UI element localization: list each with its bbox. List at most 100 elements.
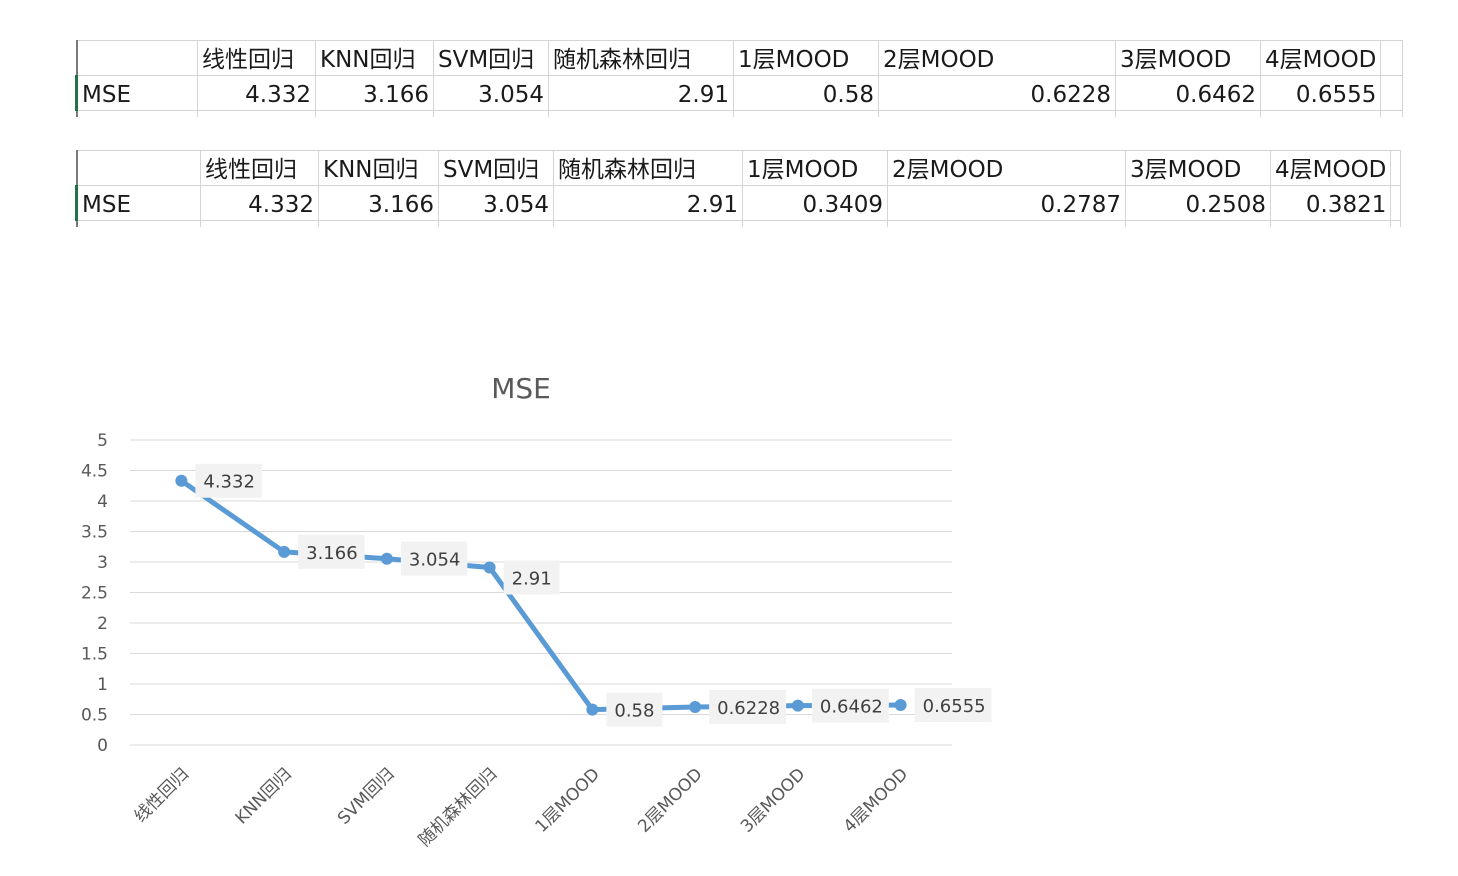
header-cell[interactable]: 线性回归 — [200, 150, 319, 186]
header-cell[interactable]: 2层MOOD — [878, 40, 1116, 76]
header-cell[interactable]: 随机森林回归 — [548, 40, 734, 76]
empty-cell[interactable] — [1380, 75, 1404, 111]
y-tick-label: 3.5 — [81, 523, 108, 543]
header-row: 线性回归 KNN回归 SVM回归 随机森林回归 1层MOOD 2层MOOD 3层… — [75, 150, 1402, 186]
y-tick-label: 2.5 — [81, 584, 108, 604]
data-point — [175, 474, 188, 487]
value-cell[interactable]: 2.91 — [548, 75, 734, 111]
results-table-2: 线性回归 KNN回归 SVM回归 随机森林回归 1层MOOD 2层MOOD 3层… — [75, 150, 1402, 227]
value-cell[interactable]: 0.6462 — [1115, 75, 1261, 111]
value-cell[interactable]: 3.054 — [438, 185, 554, 221]
header-cell[interactable]: KNN回归 — [318, 150, 439, 186]
value-cell[interactable]: 3.166 — [318, 185, 439, 221]
empty-cell[interactable] — [1380, 40, 1404, 76]
row-label-cell[interactable]: MSE — [75, 75, 198, 111]
header-cell[interactable]: 4层MOOD — [1260, 40, 1382, 76]
data-label-bg — [709, 690, 787, 725]
y-tick-label: 5 — [97, 431, 108, 451]
data-label-text: 3.054 — [409, 550, 461, 571]
data-label: 0.6462 — [811, 688, 889, 723]
data-point — [586, 703, 599, 716]
data-label: 3.054 — [400, 541, 468, 576]
spacer-row — [75, 220, 1402, 227]
x-category-label: 3层MOOD — [737, 764, 809, 836]
value-cell[interactable]: 4.332 — [197, 75, 316, 111]
x-axis-category-labels: 线性回归 KNN回归 SVM回归 随机森林回归 1层MOOD 2层MOOD 3层MOOD 4层… — [131, 764, 912, 850]
header-cell[interactable]: 随机森林回归 — [553, 150, 743, 186]
value-cell[interactable]: 0.3821 — [1270, 185, 1392, 221]
y-tick-label: 1.5 — [81, 645, 108, 665]
header-row: 线性回归 KNN回归 SVM回归 随机森林回归 1层MOOD 2层MOOD 3层… — [75, 40, 1404, 76]
header-cell[interactable] — [75, 150, 201, 186]
header-cell[interactable]: 4层MOOD — [1270, 150, 1392, 186]
value-cell[interactable]: 4.332 — [200, 185, 319, 221]
data-point — [483, 561, 496, 574]
y-tick-label: 0.5 — [81, 706, 108, 726]
y-tick-label: 4 — [97, 492, 108, 512]
data-point — [894, 699, 907, 712]
spacer-row — [75, 110, 1404, 117]
header-cell[interactable]: SVM回归 — [433, 40, 549, 76]
data-point — [278, 545, 291, 558]
value-cell[interactable]: 2.91 — [553, 185, 743, 221]
value-cell[interactable]: 0.2787 — [887, 185, 1126, 221]
data-label: 0.6228 — [709, 690, 787, 725]
series-layer — [175, 474, 907, 716]
data-label-bg — [914, 688, 992, 723]
mse-line-chart[interactable]: MSE 0 0.5 1 1.5 2 2.5 3 3.5 4 4.5 5 线性回归 KNN回归 SVM回归… — [60, 360, 1000, 876]
x-category-label: 2层MOOD — [634, 764, 706, 836]
value-cell[interactable]: 0.3409 — [742, 185, 888, 221]
header-cell[interactable] — [75, 40, 198, 76]
data-label-text: 2.91 — [512, 568, 552, 589]
data-label-text: 0.6462 — [820, 697, 883, 718]
data-label-bg — [503, 560, 560, 595]
row-label-cell[interactable]: MSE — [75, 185, 201, 221]
header-cell[interactable]: KNN回归 — [315, 40, 434, 76]
empty-cell[interactable] — [1390, 150, 1402, 186]
data-label: 0.6555 — [914, 688, 992, 723]
y-axis-tick-labels: 0 0.5 1 1.5 2 2.5 3 3.5 4 4.5 5 — [81, 431, 108, 756]
header-cell[interactable]: 线性回归 — [197, 40, 316, 76]
value-cell[interactable]: 0.6228 — [878, 75, 1116, 111]
mse-row: MSE 4.332 3.166 3.054 2.91 0.3409 0.2787… — [75, 185, 1402, 221]
value-cell[interactable]: 3.054 — [433, 75, 549, 111]
header-cell[interactable]: SVM回归 — [438, 150, 554, 186]
y-tick-label: 2 — [97, 614, 108, 634]
value-cell[interactable]: 3.166 — [315, 75, 434, 111]
data-label-text: 0.6555 — [923, 696, 986, 717]
x-category-label: KNN回归 — [232, 764, 296, 828]
data-label: 3.166 — [298, 534, 365, 569]
data-point — [380, 552, 393, 565]
data-label-bg — [811, 688, 889, 723]
data-label-bg — [606, 692, 663, 727]
data-label-text: 0.58 — [614, 701, 654, 722]
y-tick-label: 3 — [97, 553, 108, 573]
header-cell[interactable]: 3层MOOD — [1125, 150, 1271, 186]
y-tick-label: 0 — [97, 736, 108, 756]
x-category-label: 1层MOOD — [532, 764, 604, 836]
y-tick-label: 4.5 — [81, 462, 108, 482]
value-cell[interactable]: 0.2508 — [1125, 185, 1271, 221]
header-cell[interactable]: 3层MOOD — [1115, 40, 1261, 76]
x-category-label: SVM回归 — [334, 764, 398, 828]
header-cell[interactable]: 1层MOOD — [733, 40, 879, 76]
x-category-label: 随机森林回归 — [415, 764, 501, 850]
data-label: 0.58 — [606, 692, 663, 727]
data-point — [791, 699, 804, 712]
header-cell[interactable]: 1层MOOD — [742, 150, 888, 186]
empty-cell[interactable] — [1390, 185, 1402, 221]
value-cell[interactable]: 0.58 — [733, 75, 879, 111]
data-label: 4.332 — [195, 463, 262, 498]
data-label: 2.91 — [503, 560, 560, 595]
mse-row: MSE 4.332 3.166 3.054 2.91 0.58 0.6228 0… — [75, 75, 1404, 111]
y-tick-label: 1 — [97, 675, 108, 695]
chart-title: MSE — [491, 372, 551, 405]
data-label-text: 3.166 — [306, 543, 358, 564]
results-table-1: 线性回归 KNN回归 SVM回归 随机森林回归 1层MOOD 2层MOOD 3层… — [75, 40, 1404, 117]
data-label-text: 0.6228 — [717, 698, 780, 719]
value-cell[interactable]: 0.6555 — [1260, 75, 1382, 111]
series-line — [178, 478, 904, 713]
header-cell[interactable]: 2层MOOD — [887, 150, 1126, 186]
data-label-text: 4.332 — [203, 472, 255, 493]
data-labels: 4.332 3.166 3.054 2.91 0.58 0.6228 0.6462 0.655… — [195, 463, 992, 727]
